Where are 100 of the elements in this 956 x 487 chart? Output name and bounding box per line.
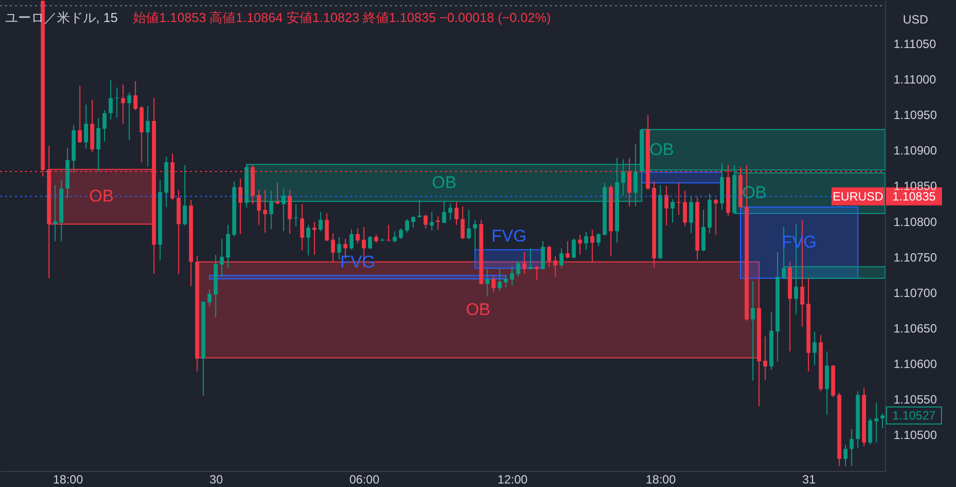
annotation: OB xyxy=(89,186,114,206)
candlestick xyxy=(868,418,872,446)
candlestick xyxy=(220,238,224,278)
candlestick xyxy=(226,224,230,269)
candlestick xyxy=(485,268,490,296)
candlestick xyxy=(294,204,298,227)
candlestick xyxy=(84,104,88,150)
candlestick xyxy=(498,268,502,292)
candlestick xyxy=(516,260,520,278)
y-tick-label: 1.11050 xyxy=(894,36,936,51)
candlestick xyxy=(368,236,372,250)
candlestick xyxy=(102,110,107,142)
y-tick-label: 1.10750 xyxy=(894,250,938,264)
candlestick xyxy=(96,118,100,172)
candlestick xyxy=(590,229,594,264)
candlestick xyxy=(547,244,552,268)
candlestick xyxy=(559,248,564,269)
candlestick xyxy=(78,86,82,144)
candlestick xyxy=(701,209,706,252)
candlestick xyxy=(763,336,768,380)
candlestick xyxy=(424,214,428,229)
candlestick xyxy=(584,231,588,250)
candlestick xyxy=(534,266,539,281)
candlestick xyxy=(282,188,286,232)
x-tick-label: 18:00 xyxy=(52,472,84,486)
candlestick xyxy=(405,218,410,234)
candlestick xyxy=(714,198,718,236)
candlestick xyxy=(411,216,416,228)
candlestick xyxy=(843,444,848,467)
candlestick xyxy=(664,185,668,226)
candlestick xyxy=(350,228,354,250)
candlestick xyxy=(572,238,576,259)
candlestick xyxy=(454,202,458,226)
annotation: OB xyxy=(649,140,674,159)
candlestick xyxy=(300,204,304,251)
y-axis-title: USD xyxy=(902,12,928,26)
ref-line-label: EURUSD 1.10835 xyxy=(832,189,936,204)
candlestick xyxy=(356,228,360,244)
annotation: OB xyxy=(432,172,456,192)
candlestick xyxy=(466,209,471,240)
y-tick-label: 1.10700 xyxy=(894,286,938,300)
candlestick xyxy=(108,79,113,120)
candlestick xyxy=(288,189,292,235)
text: 始値1.10853 高値1.10864 安値1.10823 終値1.10835 −0.00018 (−0.02%) xyxy=(133,10,551,25)
candlestick xyxy=(504,274,508,288)
annotation: 1.10527 xyxy=(892,408,936,423)
candlestick xyxy=(510,266,514,286)
candlestick xyxy=(337,236,342,260)
candlestick xyxy=(850,428,854,467)
candlestick xyxy=(238,178,242,235)
candlestick xyxy=(392,230,397,244)
y-tick-label: 1.10900 xyxy=(894,144,938,158)
candlestick xyxy=(436,216,440,230)
candlestick xyxy=(318,212,323,232)
y-tick-label: 1.11000 xyxy=(894,72,936,86)
candlestick xyxy=(442,200,446,224)
y-tick-label: 1.10950 xyxy=(894,108,938,122)
candlestick xyxy=(750,280,755,382)
candlestick xyxy=(689,196,694,234)
candlestick xyxy=(553,256,558,278)
annotation: OB xyxy=(466,300,490,319)
x-tick-label: 12:00 xyxy=(498,472,528,486)
candlestick xyxy=(208,289,212,308)
candlestick xyxy=(263,189,268,234)
candlestick xyxy=(492,274,496,293)
candlestick xyxy=(430,212,434,232)
x-tick-label: 06:00 xyxy=(349,472,380,486)
candlestick xyxy=(812,331,817,366)
y-tick-label: 1.10800 xyxy=(894,214,938,229)
annotation: FVG xyxy=(492,226,526,246)
y-tick-label: 1.10650 xyxy=(894,321,938,336)
candlestick xyxy=(566,240,570,259)
candlestick xyxy=(146,106,150,167)
candlestick xyxy=(596,232,601,247)
candlestick xyxy=(331,232,336,262)
candlestick xyxy=(269,190,274,230)
candlestick xyxy=(824,350,829,416)
candlestick xyxy=(133,80,138,111)
candlestick xyxy=(540,240,545,270)
candlestick xyxy=(473,219,478,250)
candlestick xyxy=(306,224,310,256)
x-tick-label: 30 xyxy=(210,472,224,486)
candlestick xyxy=(127,92,132,141)
x-tick-label: 31 xyxy=(802,472,816,486)
x-tick-label: 18:00 xyxy=(646,472,676,486)
candlestick xyxy=(275,182,280,205)
y-tick-label: 1.10600 xyxy=(894,357,938,372)
candlestick xyxy=(682,190,687,227)
candlestick xyxy=(398,228,403,240)
candlestick xyxy=(528,248,533,270)
candlestick xyxy=(312,221,316,256)
candlestick xyxy=(621,158,626,196)
candlestick xyxy=(417,199,422,218)
candlestick xyxy=(460,206,465,240)
candlestick xyxy=(522,251,526,274)
y-tick-label: 1.10550 xyxy=(894,392,938,407)
candlestick xyxy=(448,202,452,220)
candlestick xyxy=(670,198,675,224)
y-tick-label: 1.10500 xyxy=(894,428,938,442)
candlestick xyxy=(324,212,329,242)
